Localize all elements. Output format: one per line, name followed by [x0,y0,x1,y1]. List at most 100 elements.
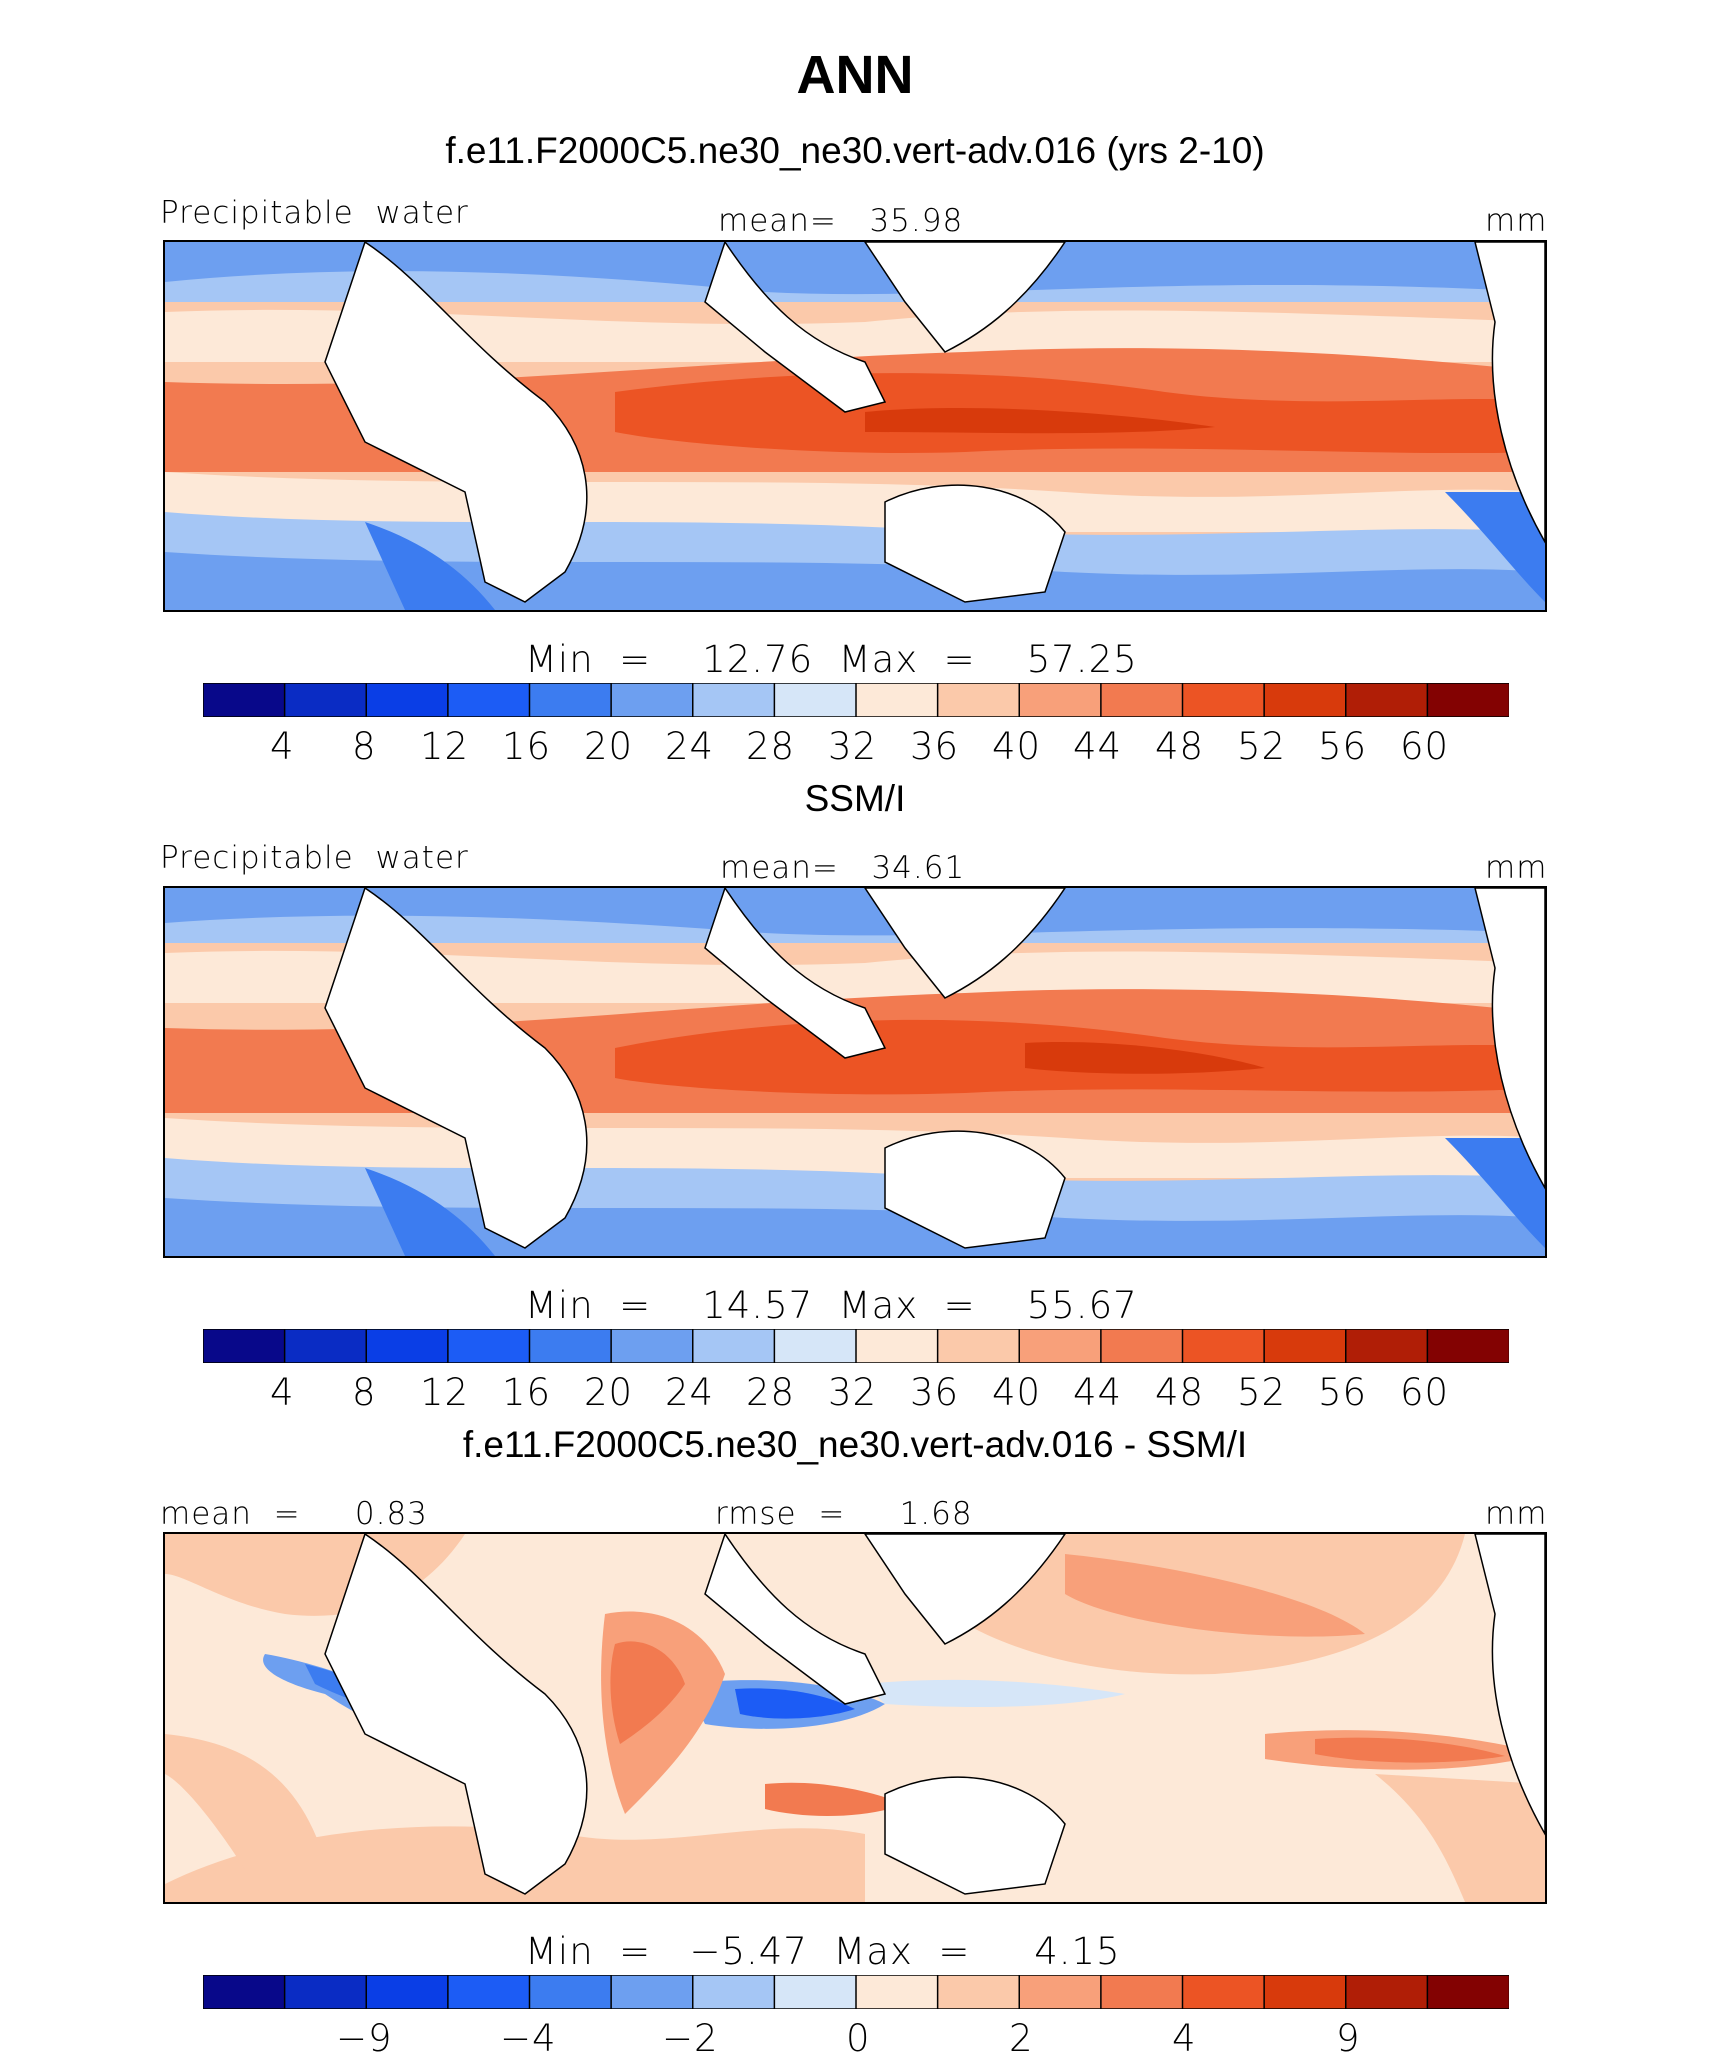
panel1-mean-label: mean= 35.98 [718,203,964,239]
panel2-tick: 52 [1237,1371,1287,1414]
panel1-variable-label: Precipitable water [160,195,469,231]
panel1-tick: 16 [502,725,552,768]
panel1-tick: 36 [910,725,960,768]
panel3-tick: −2 [662,2017,719,2060]
colorbar-swatch [365,1329,450,1363]
colorbar-swatch [203,683,286,717]
panel2-tick: 20 [584,1371,634,1414]
panel1-tick: 56 [1318,725,1368,768]
panel1-tick: 28 [746,725,796,768]
colorbar-swatch [1263,683,1348,717]
colorbar-swatch [1263,1329,1348,1363]
panel2-tick: 24 [665,1371,715,1414]
panel1-tick: 8 [352,725,377,768]
figure-title: ANN [796,45,914,105]
colorbar-swatch [1345,1329,1429,1363]
panel1-colorbar [203,683,1509,717]
colorbar-swatch [692,1329,776,1363]
colorbar-swatch [1100,683,1184,717]
panel3-mean-label: mean = 0.83 [160,1496,428,1532]
panel3-contour-field [165,1534,1545,1902]
panel1-units: mm [1485,203,1548,239]
panel2-units: mm [1485,850,1548,886]
colorbar-swatch [1018,683,1103,717]
panel3-colorbar [203,1975,1509,2009]
panel2-tick: 40 [992,1371,1042,1414]
colorbar-swatch [610,683,695,717]
panel3-tick: 0 [846,2017,871,2060]
panel1-tick: 48 [1155,725,1205,768]
panel1-tick: 52 [1237,725,1287,768]
panel2-tick: 44 [1073,1371,1123,1414]
panel1-map [163,240,1547,612]
panel1-tick: 60 [1400,725,1450,768]
panel1-contour-field [165,242,1545,610]
panel3-tick: 9 [1336,2017,1361,2060]
panel1-colorbar-ticks: 4 8 12 16 20 24 28 32 36 40 44 48 52 56 … [0,725,1710,768]
panel3-units: mm [1485,1496,1548,1532]
panel2-tick: 56 [1318,1371,1368,1414]
colorbar-swatch [855,1975,939,2009]
colorbar-swatch [528,1329,613,1363]
panel1-minmax: Min = 12.76 Max = 57.25 [525,638,1138,681]
panel2-subtitle: SSM/I [804,778,906,819]
colorbar-swatch [283,683,368,717]
panel1-tick: 4 [270,725,295,768]
panel3-rmse-label: rmse = 1.68 [715,1496,973,1532]
panel1-tick: 32 [828,725,878,768]
panel1-tick: 40 [992,725,1042,768]
panel1-tick: 20 [584,725,634,768]
panel1-tick: 44 [1073,725,1123,768]
panel2-tick: 28 [746,1371,796,1414]
colorbar-swatch [936,1329,1021,1363]
colorbar-swatch [283,1975,368,2009]
panel2-minmax: Min = 14.57 Max = 55.67 [525,1284,1138,1327]
colorbar-swatch [855,683,939,717]
panel2-colorbar-ticks: 4 8 12 16 20 24 28 32 36 40 44 48 52 56 … [0,1371,1710,1414]
panel2-colorbar-swatches [203,1329,1509,1363]
panel2-tick: 32 [828,1371,878,1414]
colorbar-swatch [1426,1975,1509,2009]
colorbar-swatch [283,1329,368,1363]
colorbar-swatch [1345,683,1429,717]
colorbar-swatch [447,1975,531,2009]
colorbar-swatch [1018,1975,1103,2009]
panel3-tick: 2 [1009,2017,1034,2060]
colorbar-swatch [1263,1975,1348,2009]
panel2-tick: 48 [1155,1371,1205,1414]
colorbar-swatch [203,1975,286,2009]
colorbar-swatch [692,683,776,717]
colorbar-swatch [447,683,531,717]
panel2-colorbar [203,1329,1509,1363]
colorbar-swatch [773,1329,858,1363]
colorbar-swatch [773,683,858,717]
panel2-mean-label: mean= 34.61 [720,850,966,886]
panel1-tick: 24 [665,725,715,768]
panel2-tick: 60 [1400,1371,1450,1414]
panel3-minmax: Min = −5.47 Max = 4.15 [525,1930,1121,1973]
colorbar-swatch [1018,1329,1103,1363]
colorbar-swatch [610,1329,695,1363]
panel1-colorbar-swatches [203,683,1509,717]
panel1-tick: 12 [420,725,470,768]
colorbar-swatch [1345,1975,1429,2009]
panel3-colorbar-swatches [203,1975,1509,2009]
colorbar-swatch [528,683,613,717]
colorbar-swatch [365,1975,450,2009]
colorbar-swatch [936,1975,1021,2009]
panel3-tick: 4 [1172,2017,1197,2060]
panel3-tick: −4 [500,2017,557,2060]
colorbar-swatch [936,683,1021,717]
colorbar-swatch [528,1975,613,2009]
colorbar-swatch [1100,1329,1184,1363]
panel2-tick: 8 [352,1371,377,1414]
panel3-tick: −9 [336,2017,393,2060]
panel1-subtitle: f.e11.F2000C5.ne30_ne30.vert-adv.016 (yr… [445,130,1265,171]
panel2-tick: 36 [910,1371,960,1414]
panel3-colorbar-ticks: −9 −4 −2 0 2 4 9 [0,2017,1710,2060]
colorbar-swatch [447,1329,531,1363]
colorbar-swatch [1426,683,1509,717]
colorbar-swatch [1181,1329,1266,1363]
colorbar-swatch [1181,1975,1266,2009]
panel2-tick: 16 [502,1371,552,1414]
